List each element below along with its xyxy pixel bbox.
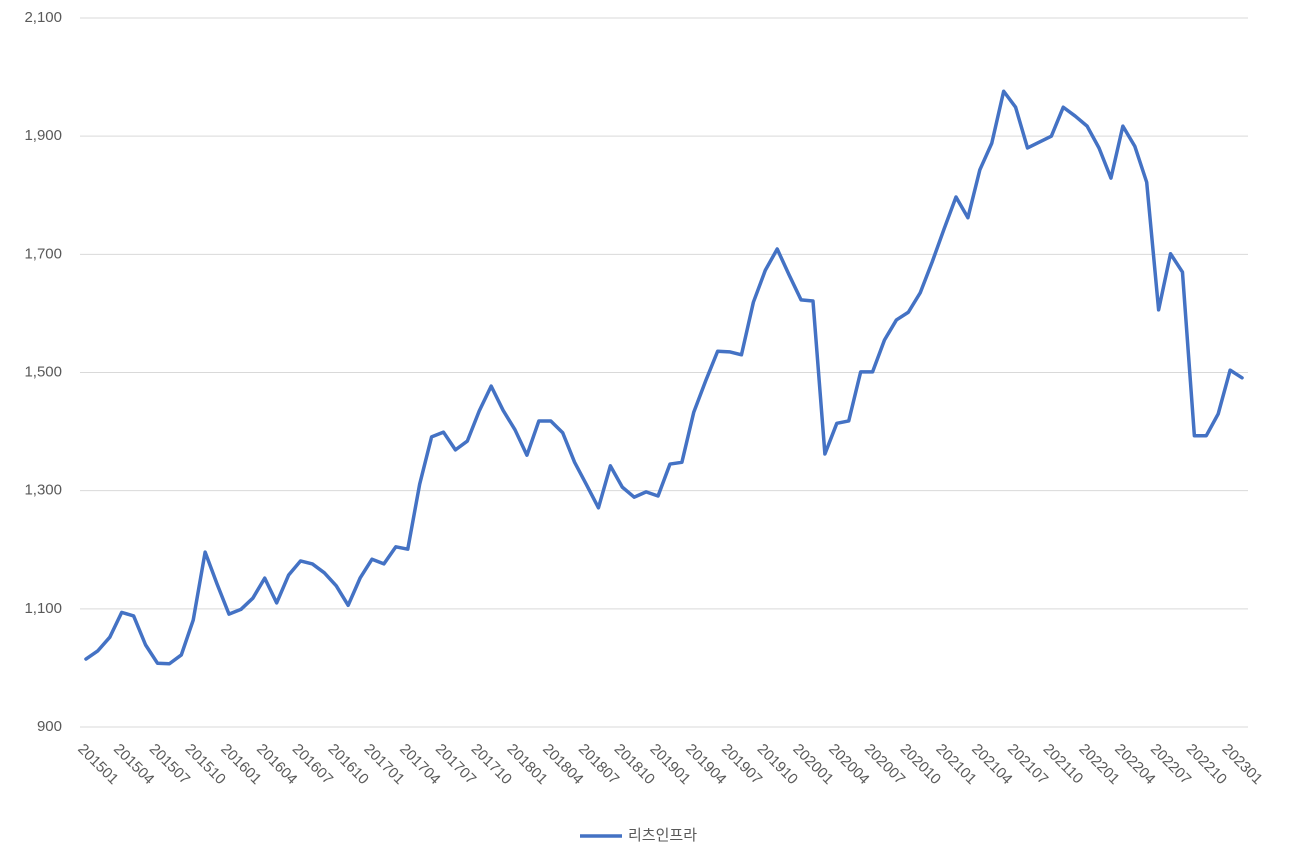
y-tick-label: 1,300: [24, 482, 62, 499]
y-tick-label: 1,700: [24, 245, 62, 262]
legend-label: 리츠인프라: [628, 827, 697, 844]
x-tick-label: 202301: [1218, 741, 1265, 788]
y-tick-label: 900: [37, 718, 62, 735]
y-tick-label: 1,900: [24, 127, 62, 144]
y-tick-label: 1,100: [24, 600, 62, 617]
y-tick-label: 2,100: [24, 9, 62, 26]
y-tick-label: 1,500: [24, 363, 62, 380]
legend-item: 리츠인프라: [580, 827, 697, 844]
data-line: [84, 89, 1244, 666]
